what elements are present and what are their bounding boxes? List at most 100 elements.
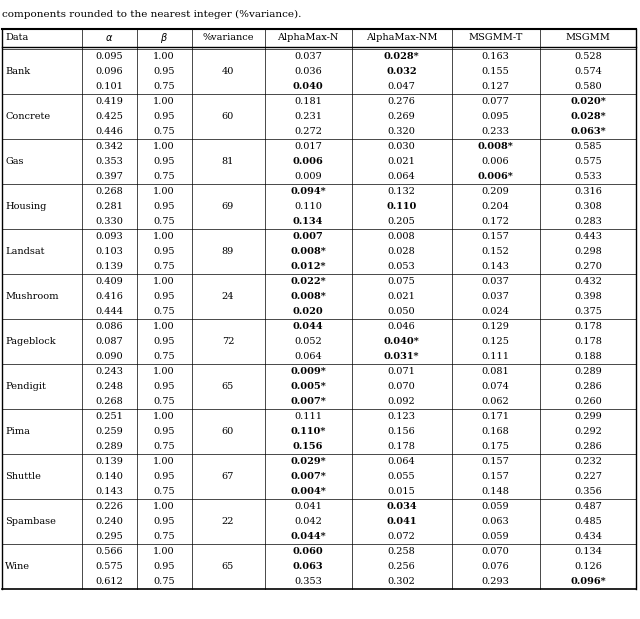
Text: 0.101: 0.101: [95, 82, 123, 91]
Text: 0.268: 0.268: [95, 397, 123, 406]
Text: 0.031*: 0.031*: [384, 352, 419, 361]
Text: 0.156: 0.156: [293, 442, 323, 451]
Text: 65: 65: [222, 382, 234, 391]
Text: 0.75: 0.75: [153, 442, 175, 451]
Text: 0.143: 0.143: [95, 487, 123, 496]
Text: 0.086: 0.086: [95, 322, 123, 331]
Text: 0.155: 0.155: [482, 67, 509, 76]
Text: 0.75: 0.75: [153, 262, 175, 271]
Text: 0.037: 0.037: [481, 292, 509, 301]
Text: Shuttle: Shuttle: [5, 472, 41, 481]
Text: 0.175: 0.175: [481, 442, 509, 451]
Text: 0.248: 0.248: [95, 382, 123, 391]
Text: 0.021: 0.021: [388, 292, 415, 301]
Text: 0.009*: 0.009*: [290, 367, 326, 376]
Text: 0.134: 0.134: [293, 217, 323, 226]
Text: 0.308: 0.308: [574, 202, 602, 211]
Text: 22: 22: [221, 517, 234, 526]
Text: 0.260: 0.260: [574, 397, 602, 406]
Text: 0.063: 0.063: [482, 517, 509, 526]
Text: 0.052: 0.052: [294, 337, 322, 346]
Text: 0.037: 0.037: [294, 52, 322, 61]
Text: 0.233: 0.233: [481, 127, 509, 136]
Text: 0.087: 0.087: [95, 337, 123, 346]
Text: 0.037: 0.037: [481, 277, 509, 286]
Text: 0.95: 0.95: [153, 382, 175, 391]
Text: 40: 40: [222, 67, 234, 76]
Text: 0.269: 0.269: [388, 112, 415, 121]
Text: 0.095: 0.095: [482, 112, 509, 121]
Text: 0.064: 0.064: [294, 352, 322, 361]
Text: 0.132: 0.132: [387, 187, 415, 196]
Text: 0.95: 0.95: [153, 202, 175, 211]
Text: 0.157: 0.157: [481, 472, 509, 481]
Text: 0.178: 0.178: [388, 442, 415, 451]
Text: 0.226: 0.226: [95, 502, 123, 511]
Text: 0.140: 0.140: [95, 472, 123, 481]
Text: 1.00: 1.00: [153, 232, 175, 241]
Text: 0.612: 0.612: [95, 577, 123, 586]
Text: 0.110: 0.110: [294, 202, 322, 211]
Text: 0.227: 0.227: [574, 472, 602, 481]
Text: 0.020*: 0.020*: [570, 97, 606, 106]
Text: 0.129: 0.129: [481, 322, 509, 331]
Text: 0.276: 0.276: [388, 97, 415, 106]
Text: 0.533: 0.533: [574, 172, 602, 181]
Text: 0.168: 0.168: [482, 427, 509, 436]
Text: 0.356: 0.356: [574, 487, 602, 496]
Text: 0.75: 0.75: [153, 172, 175, 181]
Text: 0.178: 0.178: [574, 322, 602, 331]
Text: 0.134: 0.134: [574, 547, 602, 556]
Text: 81: 81: [222, 157, 234, 166]
Text: 0.095: 0.095: [95, 52, 123, 61]
Text: 0.95: 0.95: [153, 337, 175, 346]
Text: components rounded to the nearest integer (%variance).: components rounded to the nearest intege…: [2, 10, 301, 19]
Text: 24: 24: [221, 292, 234, 301]
Text: 0.270: 0.270: [574, 262, 602, 271]
Text: 0.286: 0.286: [574, 382, 602, 391]
Text: 0.443: 0.443: [574, 232, 602, 241]
Text: 0.055: 0.055: [388, 472, 415, 481]
Text: 0.008*: 0.008*: [290, 247, 326, 256]
Text: 0.063: 0.063: [292, 562, 323, 571]
Text: 0.060: 0.060: [292, 547, 323, 556]
Text: 69: 69: [222, 202, 234, 211]
Text: 0.353: 0.353: [294, 577, 322, 586]
Text: 0.397: 0.397: [95, 172, 123, 181]
Text: 0.096: 0.096: [95, 67, 123, 76]
Text: Data: Data: [5, 33, 28, 43]
Text: 0.289: 0.289: [95, 442, 123, 451]
Text: 0.008*: 0.008*: [290, 292, 326, 301]
Text: $\alpha$: $\alpha$: [105, 33, 113, 43]
Text: 0.081: 0.081: [482, 367, 509, 376]
Text: 0.375: 0.375: [574, 307, 602, 316]
Text: 0.127: 0.127: [481, 82, 509, 91]
Text: Housing: Housing: [5, 202, 46, 211]
Text: Concrete: Concrete: [5, 112, 50, 121]
Text: 0.006: 0.006: [292, 157, 323, 166]
Text: 0.064: 0.064: [388, 457, 415, 466]
Text: 0.574: 0.574: [574, 67, 602, 76]
Text: 0.575: 0.575: [574, 157, 602, 166]
Text: 0.342: 0.342: [95, 142, 123, 151]
Text: 0.103: 0.103: [95, 247, 123, 256]
Text: 0.75: 0.75: [153, 397, 175, 406]
Text: 0.021: 0.021: [388, 157, 415, 166]
Text: 0.580: 0.580: [574, 82, 602, 91]
Text: 1.00: 1.00: [153, 277, 175, 286]
Text: 0.007*: 0.007*: [290, 472, 326, 481]
Text: 0.070: 0.070: [388, 382, 415, 391]
Text: 0.425: 0.425: [95, 112, 123, 121]
Text: 0.353: 0.353: [95, 157, 123, 166]
Text: 0.040*: 0.040*: [383, 337, 419, 346]
Text: 0.110: 0.110: [387, 202, 417, 211]
Text: 89: 89: [222, 247, 234, 256]
Text: 0.072: 0.072: [388, 532, 415, 541]
Text: 0.034: 0.034: [386, 502, 417, 511]
Text: 0.268: 0.268: [95, 187, 123, 196]
Text: 0.95: 0.95: [153, 157, 175, 166]
Text: 1.00: 1.00: [153, 97, 175, 106]
Text: 0.059: 0.059: [482, 532, 509, 541]
Text: 0.139: 0.139: [95, 262, 123, 271]
Text: 0.286: 0.286: [574, 442, 602, 451]
